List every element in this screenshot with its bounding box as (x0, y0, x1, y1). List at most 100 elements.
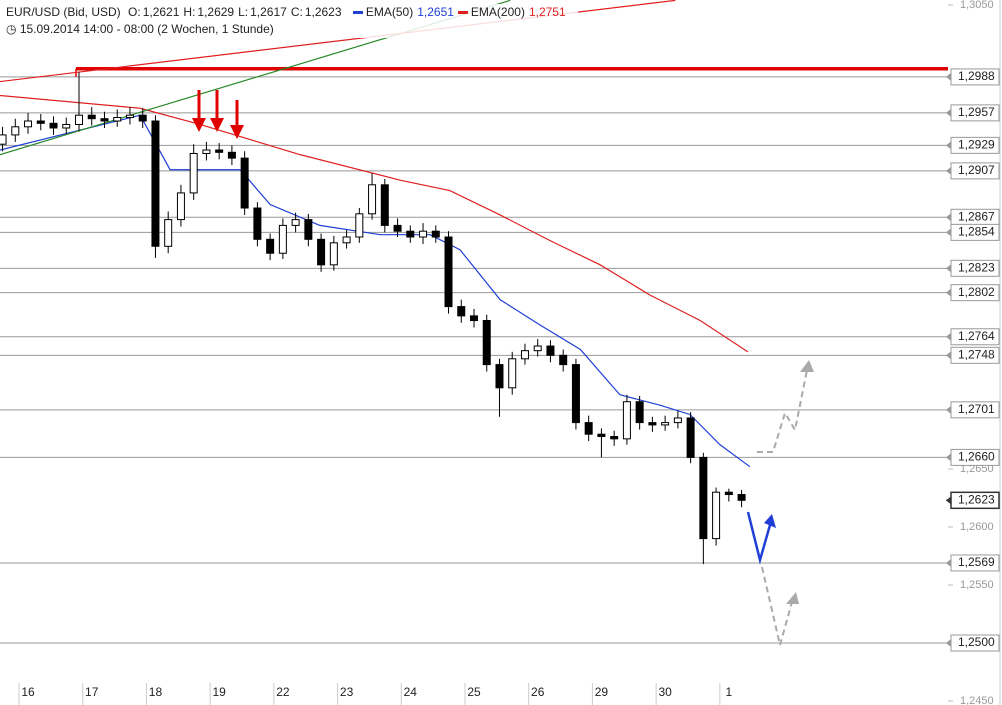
candle-body (329, 242, 338, 266)
candle-body (470, 315, 478, 322)
y-tick-label: 1,3050 (960, 0, 994, 11)
candle-body (508, 358, 517, 389)
candle-body (11, 126, 20, 136)
x-tick-label: 18 (149, 685, 163, 699)
candle-body (342, 236, 351, 244)
x-tick-label: 24 (404, 685, 418, 699)
candle-body (202, 149, 211, 154)
annotations (192, 90, 814, 646)
candle-body (661, 422, 670, 426)
candle-body (317, 238, 326, 266)
candle-body (368, 184, 377, 215)
candles (0, 72, 746, 565)
legend: EMA(50) 1,2651 EMA(200) 1,2751 (352, 5, 570, 19)
candle-body (49, 122, 58, 129)
subtitle: ◷ 15.09.2014 14:00 - 08:00 (2 Wochen, 1 … (6, 22, 274, 36)
quote-name: O: (128, 5, 141, 19)
candle-body (176, 192, 185, 221)
candle-body (0, 134, 7, 145)
candle-body (495, 364, 504, 389)
candle-body (240, 157, 249, 209)
legend-label: EMA(200) (470, 5, 525, 19)
candle-body (125, 114, 134, 119)
arrow-head (192, 118, 206, 132)
level-pointer (946, 558, 951, 567)
candle-body (444, 236, 453, 308)
level-pointer (946, 108, 951, 117)
candle-body (406, 230, 415, 238)
y-tick-label: 1,2650 (960, 463, 994, 475)
quote-name: C: (290, 5, 303, 19)
candle-body (533, 345, 542, 352)
candle-body (304, 219, 313, 240)
quote-value: 1,2629 (197, 5, 235, 19)
title: EUR/USD (Bid, USD) (6, 5, 121, 19)
x-tick-label: 16 (21, 685, 35, 699)
candle-body (571, 364, 580, 424)
legend-label: EMA(50) (365, 5, 414, 19)
level-pointer (946, 264, 951, 273)
candle-body (380, 184, 389, 226)
legend-value: 1,2751 (528, 5, 566, 19)
level-label: 1,2957 (958, 105, 995, 119)
quote: O: 1,2621 H: 1,2629 L: 1,2617 C: 1,2623 (128, 5, 346, 19)
quote-name: L: (238, 5, 249, 19)
quote-value: 1,2623 (304, 5, 342, 19)
x-tick-label: 22 (276, 685, 290, 699)
candle-body (431, 230, 440, 238)
x-tick-label: 29 (595, 685, 609, 699)
level-label: 1,2867 (958, 209, 995, 223)
level-pointer (946, 166, 951, 175)
candle-body (699, 456, 708, 540)
candle-body (100, 118, 109, 122)
candle-body (36, 120, 45, 124)
x-tick-label: 26 (531, 685, 545, 699)
level-pointer (946, 213, 951, 222)
y-axis: 1,3050 1,2650 1,2600 1,2550 1,2450 16 17 18 19 22… (18, 0, 1001, 705)
candle-body (622, 401, 631, 440)
level-pointer (946, 405, 951, 414)
level-label: 1,2907 (958, 163, 995, 177)
candle-body (253, 207, 262, 240)
candle-body (62, 123, 71, 129)
x-tick-label: 25 (467, 685, 481, 699)
candle-body (482, 320, 491, 366)
candle-body (75, 114, 83, 125)
arrow-head (800, 360, 814, 372)
x-tick-label: 30 (658, 685, 672, 699)
y-tick-label: 1,2550 (960, 579, 994, 591)
level-label: 1,2802 (958, 285, 995, 299)
level-pointer (946, 351, 951, 360)
level-label: 1,2764 (958, 329, 995, 343)
level-label: 1,2854 (958, 225, 995, 239)
candle-body (113, 117, 122, 122)
level-label: 1,2988 (958, 69, 995, 83)
candle-body (673, 417, 682, 424)
candle-body (724, 491, 733, 496)
candle-body (419, 230, 428, 238)
level-pointer (946, 453, 951, 462)
level-pointer (946, 496, 951, 505)
subtitle-text: 15.09.2014 14:00 - 08:00 (2 Wochen, 1 St… (19, 22, 274, 36)
candle-body (520, 350, 529, 360)
level-pointer (946, 332, 951, 341)
level-label: 1,2569 (958, 555, 995, 569)
legend-swatch (457, 11, 468, 15)
legend-swatch (352, 11, 363, 15)
candle-body (215, 149, 224, 153)
level-label: 1,2823 (958, 260, 995, 274)
y-tick-label: 1,2450 (960, 695, 994, 705)
candle-body (559, 354, 568, 366)
candle-body (151, 120, 160, 247)
level-pointer (946, 288, 951, 297)
candle-body (393, 224, 402, 232)
candle-body (189, 152, 198, 194)
candle-body (266, 238, 275, 254)
candle-body (457, 306, 466, 317)
level-label: 1,2660 (958, 450, 995, 464)
candle-body (737, 494, 746, 501)
candle-body (87, 114, 96, 120)
legend-value: 1,2651 (417, 5, 454, 19)
